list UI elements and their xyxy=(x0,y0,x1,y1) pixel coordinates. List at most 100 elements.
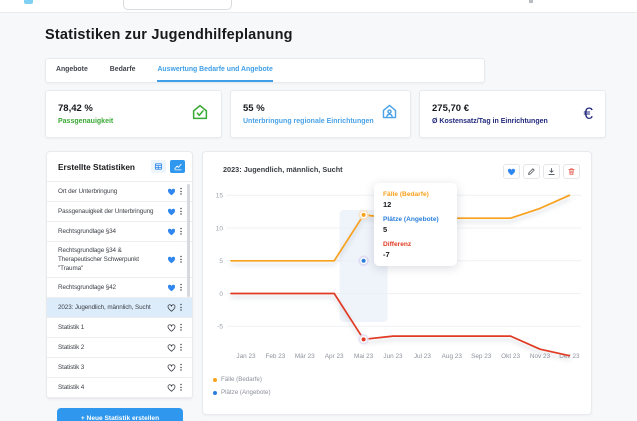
svg-text:Nov 23: Nov 23 xyxy=(530,353,551,360)
chart-panel: 2023: Jugendlich, männlich, Sucht xyxy=(202,151,592,415)
list-item[interactable]: Rechtsgrundlage §42 ⋮ xyxy=(47,277,192,297)
kpi-value: 55 % xyxy=(243,103,265,114)
statistic-name: Statistik 3 xyxy=(58,364,85,372)
favorite-heart-icon[interactable] xyxy=(167,256,177,264)
tooltip-value: 5 xyxy=(383,225,388,234)
favorite-heart-icon[interactable] xyxy=(167,188,177,196)
list-item[interactable]: Statistik 5 ⋮ xyxy=(47,397,192,398)
list-item[interactable]: Rechtsgrundlage §34 & Therapeutischer Sc… xyxy=(47,241,192,277)
kpi-label: Passgenauigkeit xyxy=(58,118,114,125)
table-view-icon[interactable] xyxy=(151,160,166,173)
svg-text:0: 0 xyxy=(219,291,223,298)
chart-legend: Fälle (Bedarfe) Plätze (Angebote) xyxy=(213,373,271,399)
kpi-label: Unterbringung regionale Einrichtungen xyxy=(243,118,374,125)
tooltip-label: Plätze (Angebote) xyxy=(383,216,439,223)
search-input[interactable] xyxy=(123,0,232,10)
favorite-heart-icon[interactable] xyxy=(167,344,177,352)
kebab-menu-icon[interactable]: ⋮ xyxy=(177,282,185,292)
tooltip-value: -7 xyxy=(383,250,390,259)
list-item[interactable]: Rechtsgrundlage §34 ⋮ xyxy=(47,221,192,241)
list-item[interactable]: Statistik 1 ⋮ xyxy=(47,317,192,337)
tab-angebote[interactable]: Angebote xyxy=(56,66,88,73)
kebab-menu-icon[interactable]: ⋮ xyxy=(177,342,185,352)
kebab-menu-icon[interactable]: ⋮ xyxy=(177,206,185,216)
sidebar-scrollbar[interactable] xyxy=(187,184,190,297)
page-title: Statistiken zur Jugendhilfeplanung xyxy=(45,27,293,43)
chart-view-icon[interactable] xyxy=(170,160,185,173)
top-bar xyxy=(0,0,637,13)
statistic-name: Statistik 4 xyxy=(58,384,85,392)
kpi-label: Ø Kostensatz/Tag in Einrichtungen xyxy=(432,118,548,125)
statistic-name: Statistik 1 xyxy=(58,324,85,332)
svg-text:Aug 23: Aug 23 xyxy=(442,353,463,360)
kpi-card-kostensatz: 275,70 € Ø Kostensatz/Tag in Einrichtung… xyxy=(419,90,606,138)
statistic-name: Rechtsgrundlage §34 xyxy=(58,227,116,235)
favorite-heart-icon[interactable] xyxy=(167,324,177,332)
list-item[interactable]: Statistik 3 ⋮ xyxy=(47,357,192,377)
euro-icon: € xyxy=(583,104,593,123)
svg-text:15: 15 xyxy=(216,193,224,200)
statistic-name: Statistik 2 xyxy=(58,344,85,352)
kpi-row: 78,42 % Passgenauigkeit 55 % Unterbringu… xyxy=(45,90,606,138)
statistic-name: 2023: Jugendlich, männlich, Sucht xyxy=(58,304,151,312)
favorite-heart-icon[interactable] xyxy=(167,284,177,292)
tooltip-value: 12 xyxy=(383,200,392,209)
list-item[interactable]: Passgenauigkeit der Unterbringung ⋮ xyxy=(47,201,192,221)
kebab-menu-icon[interactable]: ⋮ xyxy=(177,186,185,196)
kebab-menu-icon[interactable]: ⋮ xyxy=(177,254,185,264)
kpi-value: 78,42 % xyxy=(58,103,93,114)
app-logo xyxy=(24,0,33,4)
legend-dot-blue xyxy=(213,390,217,395)
svg-text:Mai 23: Mai 23 xyxy=(354,353,374,360)
download-icon[interactable] xyxy=(543,164,560,179)
favorite-icon[interactable] xyxy=(503,164,520,179)
svg-text:Jun 23: Jun 23 xyxy=(383,353,403,360)
favorite-heart-icon[interactable] xyxy=(167,228,177,236)
favorite-heart-icon[interactable] xyxy=(167,208,177,216)
house-person-icon xyxy=(381,103,398,125)
header-menu-fragment xyxy=(529,0,533,3)
tab-auswertung[interactable]: Auswertung Bedarfe und Angebote xyxy=(157,59,273,82)
sidebar-title: Erstellte Statistiken xyxy=(58,161,136,172)
svg-text:10: 10 xyxy=(216,225,224,232)
list-item[interactable]: Statistik 4 ⋮ xyxy=(47,377,192,397)
svg-text:Jul 23: Jul 23 xyxy=(414,353,431,360)
kebab-menu-icon[interactable]: ⋮ xyxy=(177,226,185,236)
edit-icon[interactable] xyxy=(523,164,540,179)
svg-text:Feb 23: Feb 23 xyxy=(265,353,285,360)
list-item[interactable]: 2023: Jugendlich, männlich, Sucht ⋮ xyxy=(47,297,192,318)
kebab-menu-icon[interactable]: ⋮ xyxy=(177,382,185,392)
kebab-menu-icon[interactable]: ⋮ xyxy=(177,302,185,312)
statistics-list: Ort der Unterbringung ⋮ Passgenauigkeit … xyxy=(47,181,192,398)
statistic-name: Rechtsgrundlage §34 & Therapeutischer Sc… xyxy=(58,247,139,273)
legend-item: Fälle (Bedarfe) xyxy=(213,373,271,386)
statistic-name: Rechtsgrundlage §42 xyxy=(58,284,116,292)
legend-label: Fälle (Bedarfe) xyxy=(221,376,262,383)
chart-title: 2023: Jugendlich, männlich, Sucht xyxy=(223,165,343,174)
legend-label: Plätze (Angebote) xyxy=(221,389,271,396)
house-check-icon xyxy=(191,103,209,126)
kebab-menu-icon[interactable]: ⋮ xyxy=(177,362,185,372)
kebab-menu-icon[interactable]: ⋮ xyxy=(177,322,185,332)
legend-item: Plätze (Angebote) xyxy=(213,386,271,399)
tab-bedarfe[interactable]: Bedarfe xyxy=(109,66,136,73)
new-statistic-button[interactable]: + Neue Statistik erstellen xyxy=(57,408,183,421)
kpi-card-passgenauigkeit: 78,42 % Passgenauigkeit xyxy=(45,90,222,138)
list-item[interactable]: Ort der Unterbringung ⋮ xyxy=(47,181,192,201)
sidebar-header: Erstellte Statistiken xyxy=(47,152,192,181)
favorite-heart-icon[interactable] xyxy=(167,364,177,372)
statistic-name: Passgenauigkeit der Unterbringung xyxy=(58,207,154,215)
chart-actions xyxy=(503,164,580,179)
svg-text:Jan 23: Jan 23 xyxy=(236,353,256,360)
list-item[interactable]: Statistik 2 ⋮ xyxy=(47,337,192,357)
svg-text:-5: -5 xyxy=(217,324,223,331)
favorite-heart-icon[interactable] xyxy=(167,304,177,312)
favorite-heart-icon[interactable] xyxy=(167,384,177,392)
svg-text:Apr 23: Apr 23 xyxy=(325,353,344,360)
delete-icon[interactable] xyxy=(563,164,580,179)
chart-tooltip: Fälle (Bedarfe) 12 Plätze (Angebote) 5 D… xyxy=(374,183,457,266)
svg-text:Mär 23: Mär 23 xyxy=(295,353,315,360)
statistic-name: Ort der Unterbringung xyxy=(58,187,118,195)
kpi-value: 275,70 € xyxy=(432,103,469,114)
